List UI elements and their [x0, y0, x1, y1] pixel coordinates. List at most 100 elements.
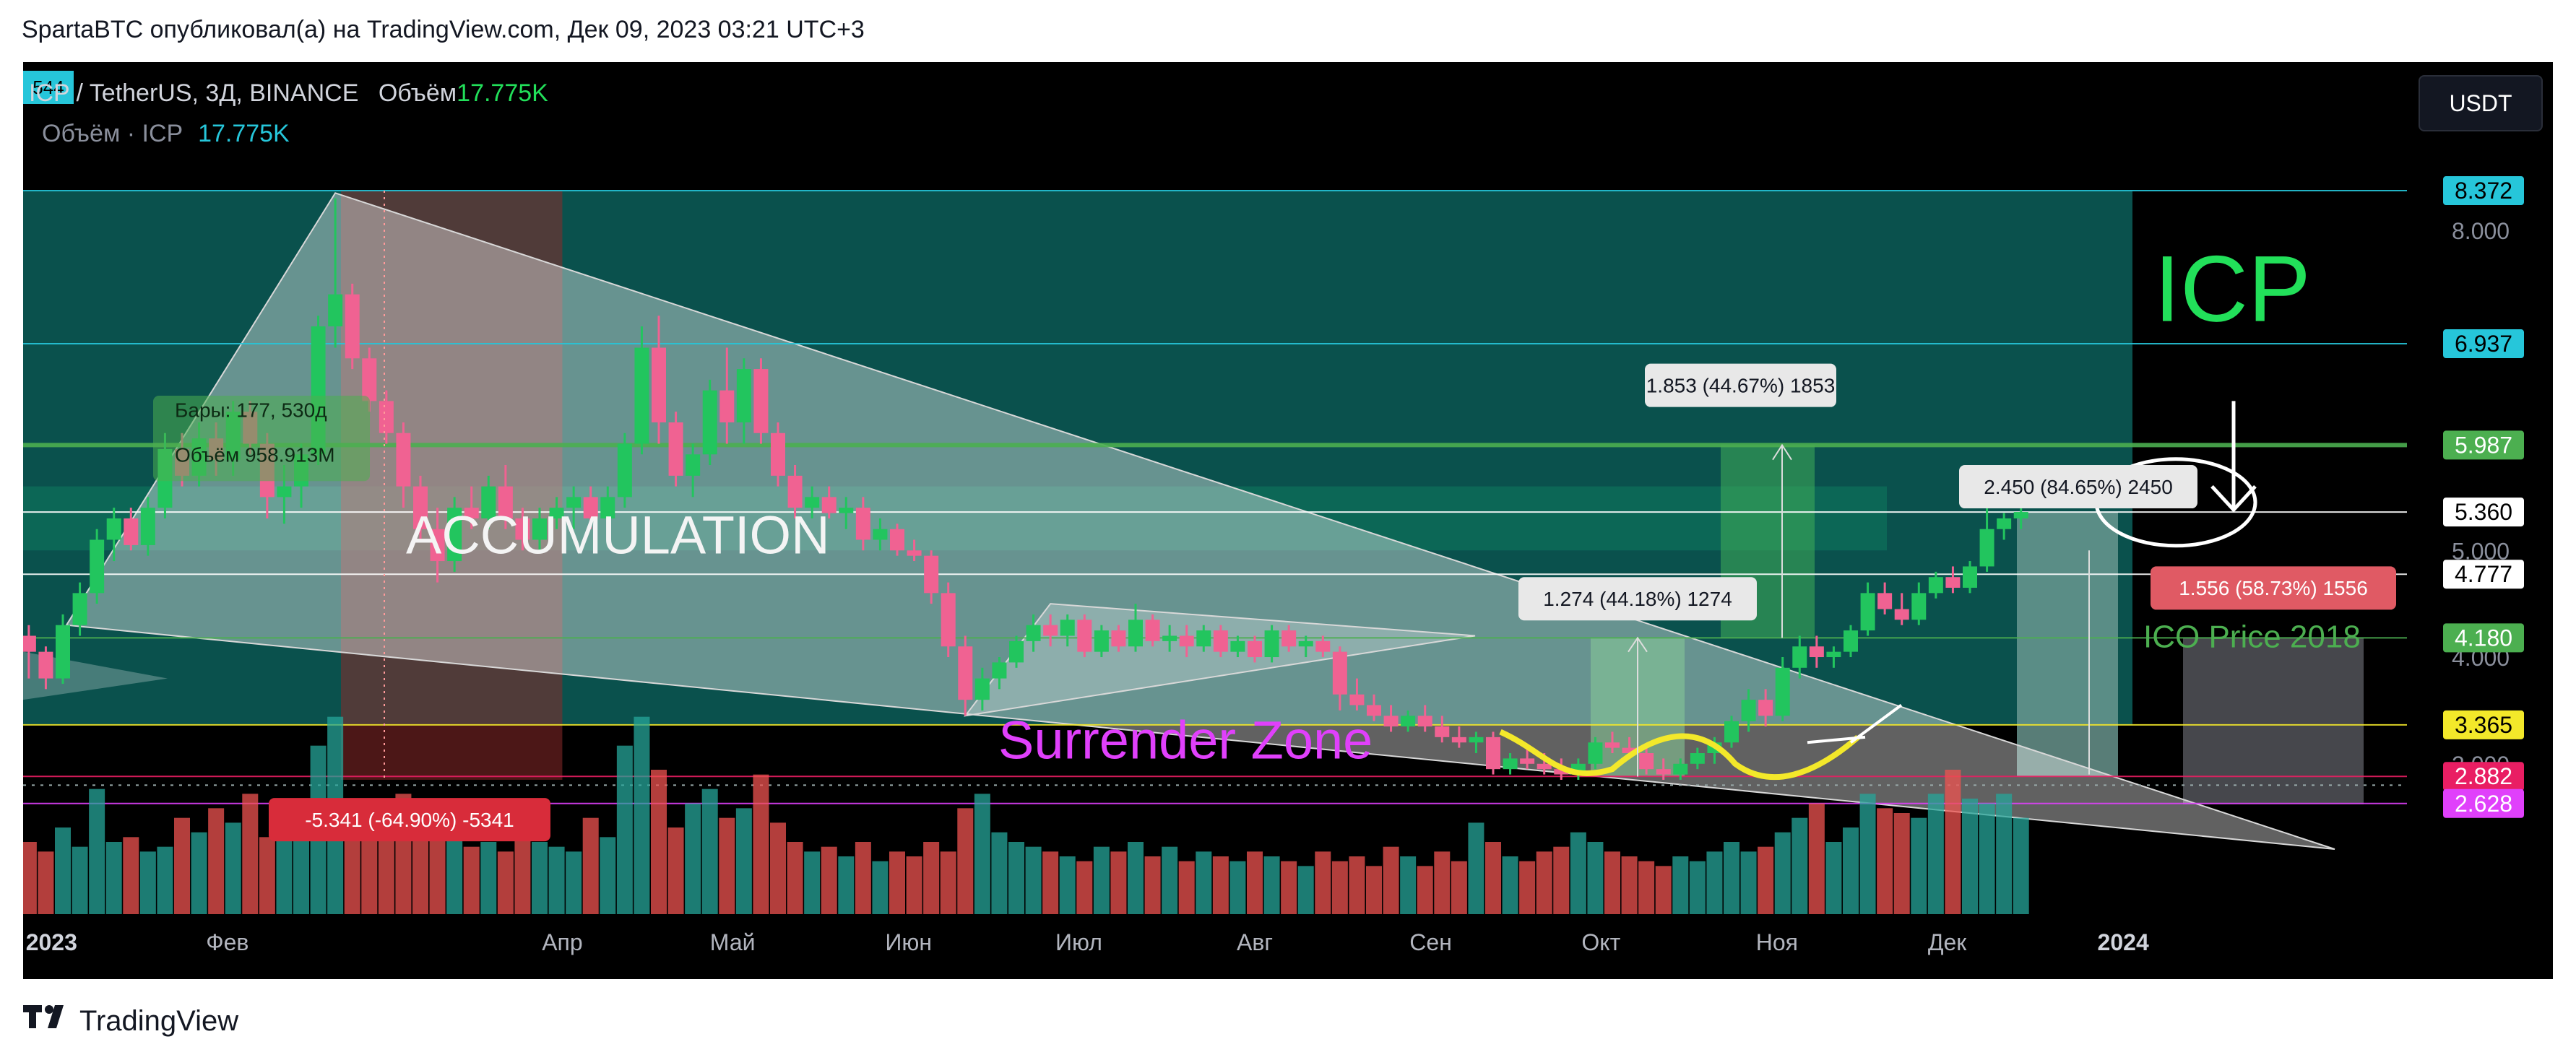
volume-bar — [1519, 861, 1536, 914]
candle-body — [498, 486, 513, 518]
candle-body — [634, 347, 649, 444]
candle-body — [1503, 758, 1518, 770]
candle-body — [1111, 630, 1126, 647]
currency-selector[interactable]: USDT — [2419, 75, 2543, 131]
candle-body — [277, 486, 292, 498]
volume-bar — [1502, 856, 1518, 914]
candle-body — [328, 294, 343, 326]
volume-bar — [1468, 822, 1484, 914]
volume-study-label[interactable]: Объём · ICP — [42, 120, 183, 147]
candle-body — [821, 497, 837, 513]
volume-bar — [2013, 817, 2029, 914]
measure-arrow-2 — [1628, 636, 1648, 777]
volume-bar — [1791, 817, 1808, 914]
price-tag-0 — [2443, 176, 2524, 206]
candle-body — [1248, 640, 1262, 658]
x-tick-label: Фев — [206, 929, 248, 955]
candle-body — [1741, 700, 1756, 721]
volume-bar — [1008, 842, 1024, 914]
volume-bar — [1859, 794, 1876, 914]
candle-body — [668, 422, 683, 476]
candle-body — [1911, 593, 1927, 620]
price-tag-label: 5.987 — [2455, 432, 2512, 458]
volume-bar — [1911, 817, 1927, 914]
candle-body — [1997, 518, 2012, 529]
volume-bar — [753, 774, 769, 914]
candle-body — [1196, 630, 1211, 647]
candle-body — [1673, 763, 1688, 775]
volume-bar — [906, 856, 922, 914]
volume-bar — [191, 832, 207, 914]
candle-body — [1315, 640, 1331, 652]
volume-bar — [1485, 842, 1501, 914]
tradingview-brand[interactable]: TradingView — [23, 1002, 283, 1041]
volume-bar — [1128, 842, 1144, 914]
symbol-line[interactable]: ICP / TetherUS, 3Д, BINANCE — [29, 79, 359, 107]
candle-body — [686, 454, 701, 476]
volume-bar — [123, 837, 139, 914]
measure-label-2-box — [1518, 577, 1757, 621]
volume-bar — [1144, 856, 1161, 914]
candle-body — [958, 646, 973, 700]
volume-bar — [872, 861, 889, 914]
x-tick-label: Авг — [1237, 929, 1273, 955]
candle-body — [907, 550, 922, 556]
x-tick-label: Апр — [542, 929, 582, 955]
candle-body — [481, 486, 496, 518]
volume-bar — [1604, 851, 1620, 914]
candle-body — [787, 475, 803, 508]
candle-body — [140, 508, 155, 545]
chart-svg[interactable]: Бары: 177, 530д Объём 958.913M 1.853 (44.6… — [23, 62, 2553, 979]
candle-body — [753, 369, 769, 433]
candle-body — [1605, 742, 1620, 748]
candle-body — [1690, 753, 1705, 764]
volume-bar — [1774, 832, 1791, 914]
volume-bar — [1825, 842, 1842, 914]
candle-body — [1877, 593, 1893, 609]
candle-body — [1145, 620, 1160, 641]
volume-bar — [463, 846, 480, 914]
candle-body — [379, 401, 394, 433]
chart-panel[interactable]: Бары: 177, 530д Объём 958.913M 1.853 (44.6… — [23, 62, 2553, 979]
candle-body — [1281, 630, 1297, 647]
candle-body — [839, 508, 854, 513]
candle-body — [1536, 763, 1552, 770]
volume-bar — [634, 716, 650, 914]
volume-bar — [1758, 846, 1774, 914]
icp-title: ICP — [2154, 236, 2311, 342]
volume-bar — [719, 817, 735, 914]
x-tick-label: Окт — [1581, 929, 1620, 955]
volume-bar — [23, 842, 37, 914]
volume-bar — [480, 842, 497, 914]
ico-price-label: ICO Price 2018 — [2143, 620, 2361, 655]
volume-bar — [735, 808, 752, 914]
volume-bar — [651, 770, 667, 914]
volume-bar — [1724, 842, 1739, 914]
candle-body — [736, 369, 751, 422]
volume-bar — [1383, 846, 1399, 914]
measure-label-3-box — [1959, 465, 2197, 509]
candle-body — [1230, 640, 1245, 652]
candle-body — [1486, 737, 1500, 770]
volume-bar — [548, 846, 565, 914]
candle-body — [2013, 512, 2028, 518]
candle-body — [106, 518, 121, 540]
candle-body — [652, 347, 666, 422]
candle-body — [1026, 625, 1041, 641]
volume-bar — [1570, 832, 1586, 914]
candle-body — [1128, 620, 1143, 647]
candle-body — [1401, 716, 1416, 727]
tradingview-logo-icon — [23, 1005, 64, 1028]
candle-body — [56, 625, 70, 679]
volume-bar — [378, 827, 394, 914]
volume-bar — [208, 808, 225, 914]
volume-bar — [1281, 861, 1297, 914]
volume-bar — [770, 822, 786, 914]
volume-bar — [804, 851, 821, 914]
x-tick-label: Сен — [1409, 929, 1452, 955]
candle-body — [1179, 635, 1194, 647]
volume-bar — [1536, 851, 1552, 914]
volume-bar — [1178, 861, 1195, 914]
x-tick-label: 2024 — [2098, 929, 2149, 955]
candle-body — [72, 593, 87, 625]
